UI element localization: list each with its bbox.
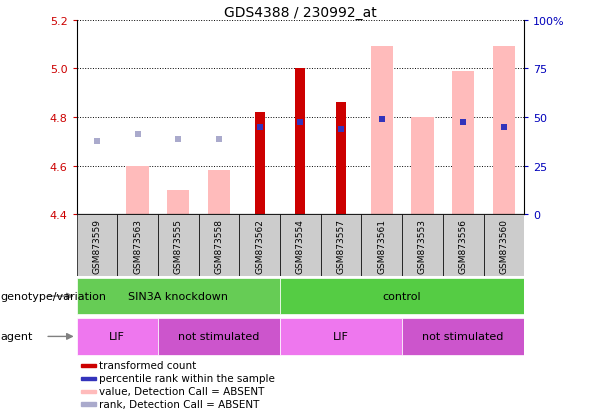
Bar [254,113,265,215]
Text: GSM873562: GSM873562 [255,218,264,273]
Text: GSM873560: GSM873560 [499,218,508,273]
Bar [402,215,443,277]
Bar [81,389,96,393]
Bar [158,318,280,355]
Text: GSM873555: GSM873555 [174,218,183,273]
Bar [321,215,362,277]
Bar [198,215,239,277]
Bar [81,364,96,367]
Text: GSM873558: GSM873558 [214,218,223,273]
Bar [362,215,402,277]
Bar [117,215,158,277]
Text: genotype/variation: genotype/variation [0,291,106,301]
Bar [77,279,280,314]
Text: GSM873561: GSM873561 [378,218,386,273]
Bar [167,190,190,215]
Bar [295,69,306,215]
Text: value, Detection Call = ABSENT: value, Detection Call = ABSENT [98,386,264,396]
Text: LIF: LIF [110,332,125,342]
Bar [158,215,198,277]
Bar [127,166,149,215]
Bar [411,118,434,215]
Bar [81,377,96,380]
Text: not stimulated: not stimulated [422,332,504,342]
Text: GSM873556: GSM873556 [459,218,468,273]
Bar [81,402,96,406]
Bar [208,171,230,215]
Bar [239,215,280,277]
Bar [280,279,524,314]
Bar [280,215,321,277]
Text: GSM873563: GSM873563 [133,218,142,273]
Text: transformed count: transformed count [98,361,196,370]
Bar [443,215,484,277]
Bar [492,47,515,215]
Text: control: control [383,291,422,301]
Bar [452,71,474,215]
Text: not stimulated: not stimulated [178,332,260,342]
Text: percentile rank within the sample: percentile rank within the sample [98,373,274,383]
Bar [370,47,393,215]
Text: GSM873559: GSM873559 [92,218,101,273]
Text: GSM873553: GSM873553 [418,218,427,273]
Text: GSM873554: GSM873554 [296,218,305,273]
Bar [77,318,158,355]
Text: agent: agent [0,332,32,342]
Bar [336,103,346,215]
Text: LIF: LIF [333,332,349,342]
Bar [402,318,524,355]
Bar [484,215,524,277]
Bar [77,215,117,277]
Bar [280,318,402,355]
Title: GDS4388 / 230992_at: GDS4388 / 230992_at [224,6,377,20]
Text: SIN3A knockdown: SIN3A knockdown [128,291,229,301]
Text: rank, Detection Call = ABSENT: rank, Detection Call = ABSENT [98,399,259,409]
Text: GSM873557: GSM873557 [336,218,346,273]
